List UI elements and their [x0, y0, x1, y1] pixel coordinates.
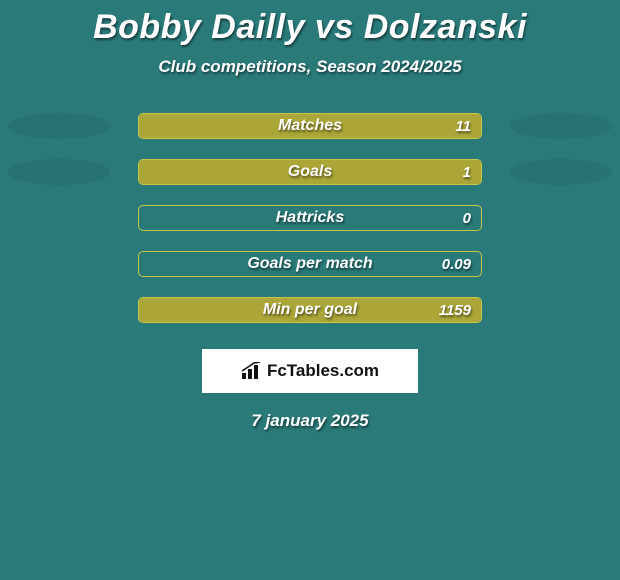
stat-row: Matches11: [0, 113, 620, 139]
comparison-widget: Bobby Dailly vs Dolzanski Club competiti…: [0, 0, 620, 431]
stat-value: 11: [455, 114, 471, 138]
stat-bar: Min per goal1159: [138, 297, 482, 323]
stat-value: 1: [463, 160, 471, 184]
stat-label: Goals per match: [139, 252, 481, 276]
stat-row: Hattricks0: [0, 205, 620, 231]
player-right-placeholder: [510, 159, 612, 185]
logo: FcTables.com: [241, 361, 379, 381]
stat-row: Goals per match0.09: [0, 251, 620, 277]
date-label: 7 january 2025: [0, 411, 620, 431]
stat-row: Min per goal1159: [0, 297, 620, 323]
player-left-placeholder: [8, 113, 110, 139]
stat-label: Hattricks: [139, 206, 481, 230]
stats-list: Matches11 Goals1 Hattricks0 Goals per match…: [0, 113, 620, 323]
page-title: Bobby Dailly vs Dolzanski: [0, 8, 620, 47]
subtitle: Club competitions, Season 2024/2025: [0, 57, 620, 77]
player-left-placeholder: [8, 159, 110, 185]
stat-value: 1159: [439, 298, 471, 322]
stat-bar-fill: [139, 114, 481, 138]
stat-bar-fill: [139, 298, 481, 322]
bar-chart-icon: [241, 362, 263, 380]
stat-value: 0.09: [442, 252, 471, 276]
logo-box: FcTables.com: [202, 349, 418, 393]
stat-bar: Matches11: [138, 113, 482, 139]
stat-bar: Goals per match0.09: [138, 251, 482, 277]
stat-row: Goals1: [0, 159, 620, 185]
logo-text: FcTables.com: [267, 361, 379, 381]
stat-bar-fill: [139, 160, 481, 184]
stat-bar: Goals1: [138, 159, 482, 185]
stat-bar: Hattricks0: [138, 205, 482, 231]
stat-value: 0: [463, 206, 471, 230]
player-right-placeholder: [510, 113, 612, 139]
